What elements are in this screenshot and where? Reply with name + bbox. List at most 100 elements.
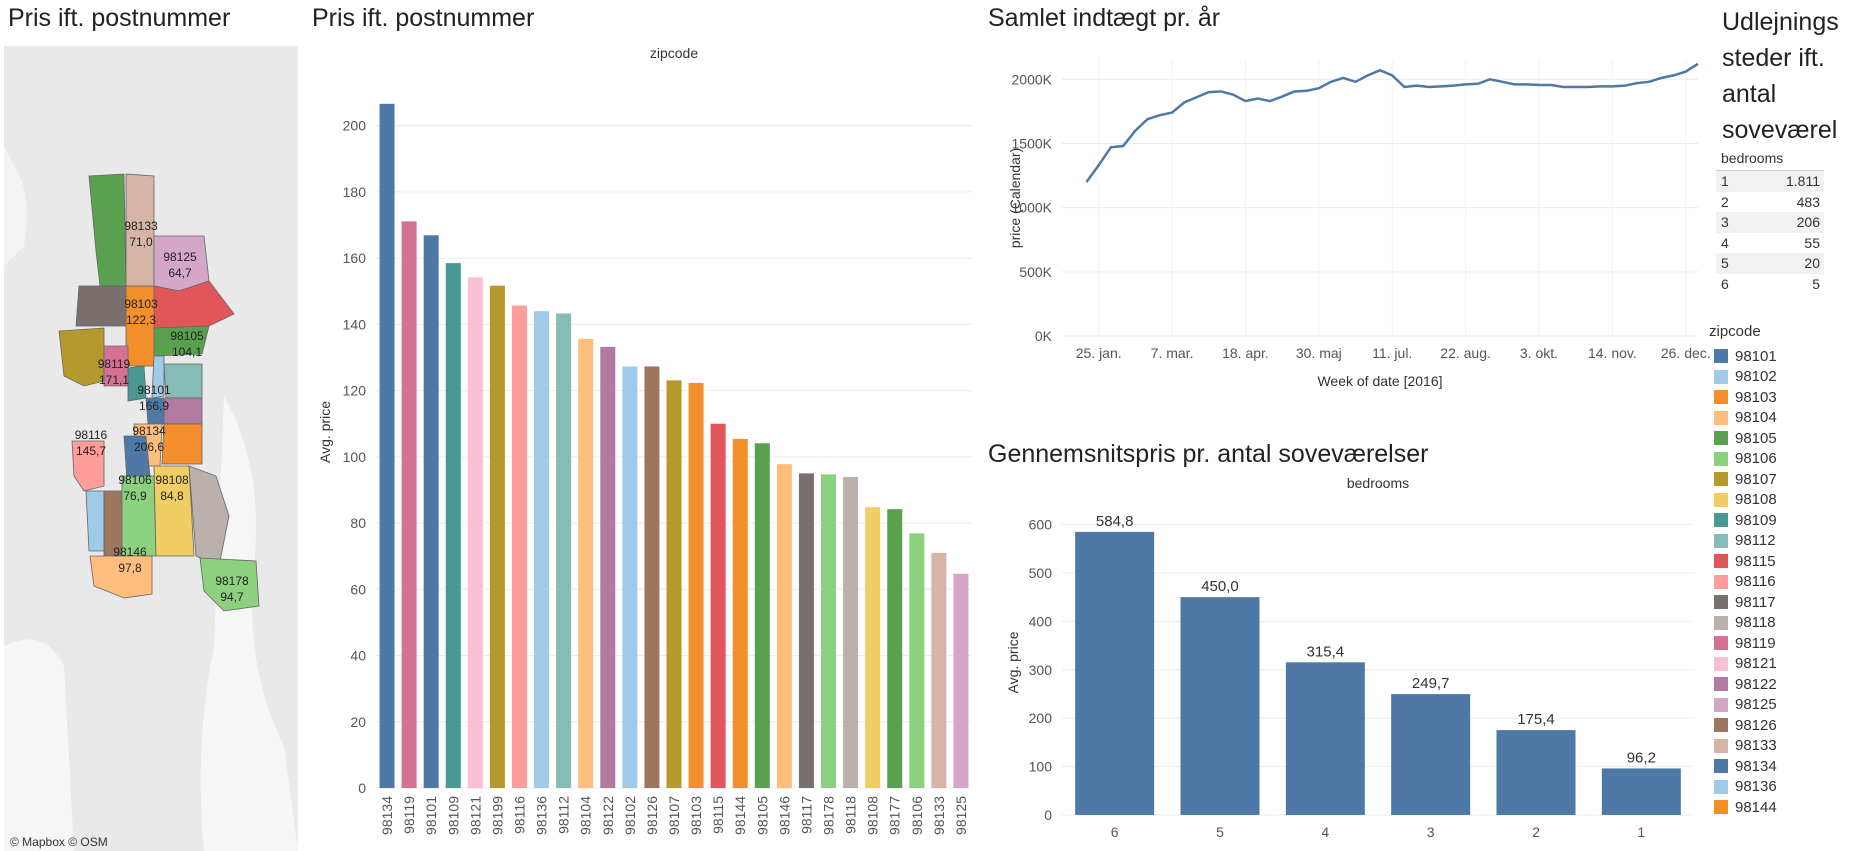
legend-item-98116[interactable]: 98116 xyxy=(1709,572,1869,593)
legend-item-98106[interactable]: 98106 xyxy=(1709,449,1869,470)
bar-98199[interactable] xyxy=(489,285,505,788)
legend-item-98125[interactable]: 98125 xyxy=(1709,695,1869,716)
zip-region-98115[interactable] xyxy=(153,280,235,329)
bar-98177[interactable] xyxy=(887,509,903,788)
map-attribution: © Mapbox © OSM xyxy=(10,835,108,849)
legend-item-98103[interactable]: 98103 xyxy=(1709,387,1869,408)
bar-98122[interactable] xyxy=(600,346,616,788)
data-label: 249,7 xyxy=(1412,675,1450,692)
legend-item-98144[interactable]: 98144 xyxy=(1709,797,1869,818)
map-zip-label: 98125 xyxy=(163,250,197,264)
legend-item-98133[interactable]: 98133 xyxy=(1709,736,1869,757)
legend-item-98134[interactable]: 98134 xyxy=(1709,756,1869,777)
table-row: 1 1.811 xyxy=(1716,171,1824,192)
bar-98106[interactable] xyxy=(909,533,925,788)
legend-item-98101[interactable]: 98101 xyxy=(1709,346,1869,367)
zipcode-legend[interactable]: zipcode 98101 98102 98103 98104 98105 98106 98… xyxy=(1709,323,1869,818)
data-label: 450,0 xyxy=(1201,578,1239,595)
legend-item-98109[interactable]: 98109 xyxy=(1709,510,1869,531)
bar-98121[interactable] xyxy=(467,277,483,788)
zip-region-98146[interactable] xyxy=(89,555,153,599)
map-value-label: 84,8 xyxy=(160,489,184,503)
map-value-label: 104,1 xyxy=(172,345,202,359)
zip-region-98106[interactable] xyxy=(121,475,157,557)
bar-98104[interactable] xyxy=(578,338,594,788)
map-title: Pris ift. postnummer xyxy=(8,4,231,32)
y-axis-label: Avg. price xyxy=(1005,631,1021,693)
zip-region-98122[interactable] xyxy=(163,397,203,425)
bedroom-bar-chart[interactable]: bedrooms 0 100 200 300 400 500 600 Avg. price 584… xyxy=(980,470,1700,851)
legend-item-98126[interactable]: 98126 xyxy=(1709,715,1869,736)
zip-region-98116[interactable] xyxy=(71,440,105,492)
bar-98116[interactable] xyxy=(511,305,527,788)
legend-item-98102[interactable]: 98102 xyxy=(1709,367,1869,388)
legend-item-98104[interactable]: 98104 xyxy=(1709,408,1869,429)
legend-item-98112[interactable]: 98112 xyxy=(1709,531,1869,552)
zip-region-98136[interactable] xyxy=(85,490,105,552)
bar-98133[interactable] xyxy=(931,552,947,788)
legend-label: 98125 xyxy=(1735,696,1777,714)
bar-bedrooms-4[interactable] xyxy=(1285,662,1365,815)
bar-bedrooms-1[interactable] xyxy=(1601,768,1681,815)
data-label: 584,8 xyxy=(1096,513,1134,530)
legend-item-98136[interactable]: 98136 xyxy=(1709,777,1869,798)
bar-98107[interactable] xyxy=(666,380,682,788)
legend-item-98122[interactable]: 98122 xyxy=(1709,674,1869,695)
bar-98119[interactable] xyxy=(401,221,417,788)
bedroom-chart-title: Gennemsnitspris pr. antal soveværelser xyxy=(988,440,1429,468)
legend-swatch xyxy=(1714,472,1728,487)
chart-header: zipcode xyxy=(650,45,698,61)
map-zip-label: 98116 xyxy=(75,428,108,442)
x-tick-label: 4 xyxy=(1321,824,1329,840)
bar-98102[interactable] xyxy=(622,366,638,788)
legend-item-98117[interactable]: 98117 xyxy=(1709,592,1869,613)
y-tick-label: 500 xyxy=(1029,565,1053,581)
x-tick-label: 98102 xyxy=(622,796,638,835)
bar-98125[interactable] xyxy=(953,573,969,788)
bar-98101[interactable] xyxy=(423,235,439,788)
bar-bedrooms-2[interactable] xyxy=(1496,730,1576,815)
bar-98146[interactable] xyxy=(776,464,792,788)
bar-98103[interactable] xyxy=(688,382,704,788)
bar-98117[interactable] xyxy=(798,473,814,788)
map-water-area xyxy=(4,146,28,266)
legend-item-98105[interactable]: 98105 xyxy=(1709,428,1869,449)
zip-region-98105[interactable] xyxy=(153,325,210,357)
zipcode-bar-chart[interactable]: zipcode 0 20 40 60 80 100 120 140 160 180 200 Avg. p… xyxy=(300,40,980,851)
map-canvas[interactable]: 98133 71,0 98125 64,7 98103 122,3 98105 104,1 98… xyxy=(4,46,298,851)
bar-98118[interactable] xyxy=(843,477,859,788)
legend-item-98118[interactable]: 98118 xyxy=(1709,613,1869,634)
legend-item-98107[interactable]: 98107 xyxy=(1709,469,1869,490)
zip-region-98177[interactable] xyxy=(88,173,127,287)
legend-label: 98105 xyxy=(1735,429,1777,447)
yearly-revenue-line-chart[interactable]: 0K 500K 1000K 1500K 2000K 25. jan. 7. mar. 18. … xyxy=(980,40,1710,420)
bar-98126[interactable] xyxy=(644,366,660,788)
zip-region-98117[interactable] xyxy=(75,285,127,327)
bar-98115[interactable] xyxy=(710,423,726,788)
legend-item-98121[interactable]: 98121 xyxy=(1709,654,1869,675)
bar-bedrooms-5[interactable] xyxy=(1180,597,1260,815)
zip-region-98108[interactable] xyxy=(153,465,195,557)
zip-region-98102[interactable] xyxy=(151,355,165,399)
zip-region-98178[interactable] xyxy=(199,557,260,612)
legend-item-98115[interactable]: 98115 xyxy=(1709,551,1869,572)
legend-item-98119[interactable]: 98119 xyxy=(1709,633,1869,654)
bar-98178[interactable] xyxy=(821,474,837,788)
bar-98109[interactable] xyxy=(445,263,461,788)
bar-bedrooms-6[interactable] xyxy=(1075,531,1155,815)
x-tick-label: 98108 xyxy=(865,796,881,835)
bar-98136[interactable] xyxy=(534,311,550,788)
legend-item-98108[interactable]: 98108 xyxy=(1709,490,1869,511)
zip-region-98199[interactable] xyxy=(58,327,105,387)
bar-98112[interactable] xyxy=(556,313,572,788)
zipcode-map[interactable]: 98133 71,0 98125 64,7 98103 122,3 98105 104,1 98… xyxy=(4,46,298,851)
bar-98134[interactable] xyxy=(379,103,395,788)
y-tick-label: 120 xyxy=(343,383,367,399)
bar-98105[interactable] xyxy=(754,443,770,788)
bar-98108[interactable] xyxy=(865,507,881,788)
zip-region-98144[interactable] xyxy=(161,423,203,465)
bar-98144[interactable] xyxy=(732,438,748,788)
revenue-line[interactable] xyxy=(1085,62,1699,183)
bar-bedrooms-3[interactable] xyxy=(1391,694,1471,815)
zip-region-98118[interactable] xyxy=(188,465,230,567)
